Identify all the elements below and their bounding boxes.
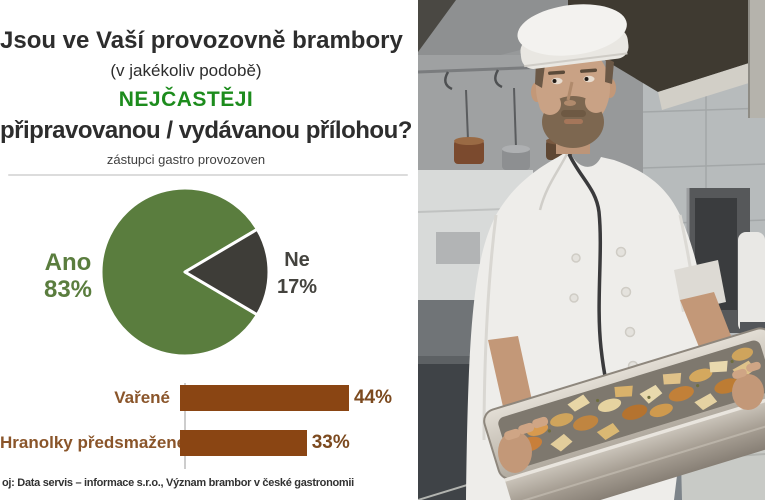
- potato-pan: [483, 327, 765, 500]
- pie-slice-ne: [183, 227, 271, 317]
- title-emphasis: NEJČASTĚJI: [118, 88, 254, 111]
- chef-hair-right: [605, 58, 614, 84]
- bar-hranolky: [180, 430, 307, 456]
- bar-value-label: 44%: [353, 387, 392, 408]
- chart-panel: Jsou ve Vaší provozovně brambory (v jaké…: [0, 26, 418, 489]
- pie-label-ano: Ano 83%: [28, 249, 108, 303]
- subtitle: zástupci gastro provozoven: [106, 152, 266, 167]
- chef-hat: [517, 4, 629, 69]
- chef-photo-illustration: [418, 0, 765, 500]
- chef-head: [517, 4, 629, 154]
- title-line-2: (v jakékoliv podobě): [110, 61, 262, 80]
- chef-mouth: [564, 119, 583, 124]
- bar-chart: Vařené 44% Hranolky předsmažené 33%: [0, 385, 418, 475]
- chef-left-hand: [498, 416, 549, 473]
- pie-label-ne-text: Ne: [284, 249, 310, 271]
- divider-line: [8, 174, 408, 176]
- pie-label-ne: Ne 17%: [266, 247, 328, 301]
- bar-category-label: Hranolky předsmažené: [0, 433, 187, 452]
- title-block: Jsou ve Vaší provozovně brambory (v jaké…: [0, 26, 412, 167]
- bar-row-varene: Vařené 44%: [0, 385, 418, 411]
- jacket-piping: [566, 151, 610, 391]
- source-note: oj: Data servis – informace s.r.o., Význ…: [2, 477, 354, 489]
- pie-chart: [99, 186, 271, 358]
- hanging-pot-copper: [454, 137, 484, 164]
- bar-varene: [180, 385, 349, 411]
- chef-brow-left: [548, 70, 566, 75]
- pie-label-ne-value: 17%: [276, 276, 318, 298]
- hanging-pot-steel: [502, 145, 530, 170]
- title-line-1: Jsou ve Vaší provozovně brambory: [0, 27, 403, 54]
- chef-brow-right: [580, 68, 598, 73]
- bar-row-hranolky: Hranolky předsmažené 33%: [0, 430, 418, 456]
- pie-slice-ano: [99, 186, 259, 358]
- bar-value-label: 33%: [311, 432, 350, 453]
- chef-photo: [418, 0, 765, 500]
- jacket-buttons: [569, 246, 639, 372]
- pie-label-ano-text: Ano: [44, 249, 92, 276]
- bar-axis-line: [184, 383, 186, 469]
- bar-category-label: Vařené: [114, 388, 170, 407]
- chef-nose: [566, 81, 574, 101]
- extraction-hood: [418, 0, 765, 118]
- chef-right-hand: [732, 361, 764, 410]
- title-line-4: připravovanou / vydávanou přílohou?: [0, 117, 412, 144]
- chef-mustache: [561, 110, 586, 117]
- pie-chart-wrap: [99, 186, 271, 358]
- pie-label-ano-value: 83%: [43, 276, 93, 303]
- chef-eyes: [551, 75, 595, 85]
